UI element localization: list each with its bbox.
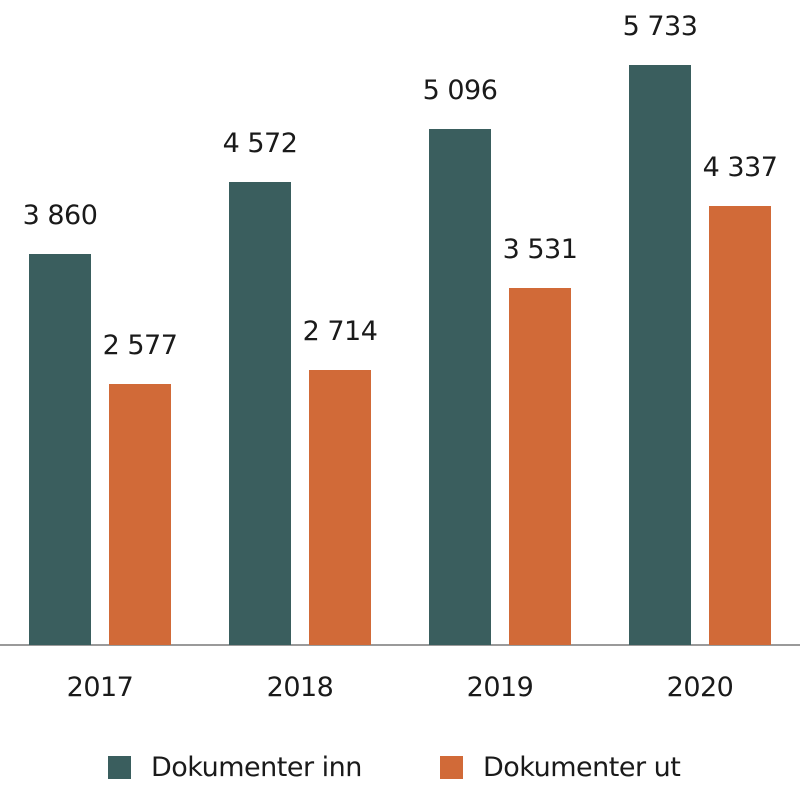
bar-inn-2018: [229, 182, 291, 645]
value-label-ut-2020: 4 337: [702, 152, 778, 183]
legend-item-ut: Dokumenter ut: [440, 752, 681, 783]
legend-label-inn: Dokumenter inn: [151, 752, 362, 783]
x-tick-label-2018: 2018: [266, 672, 334, 703]
legend-swatch-ut: [440, 756, 463, 779]
x-axis-line: [0, 644, 800, 646]
value-label-ut-2018: 2 714: [302, 316, 378, 347]
legend-label-ut: Dokumenter ut: [483, 752, 681, 783]
bar-ut-2019: [509, 288, 571, 645]
bar-inn-2019: [429, 129, 491, 645]
value-label-inn-2018: 4 572: [222, 128, 298, 159]
bar-inn-2020: [629, 65, 691, 645]
value-label-ut-2017: 2 577: [102, 330, 178, 361]
x-tick-label-2019: 2019: [466, 672, 534, 703]
bar-inn-2017: [29, 254, 91, 645]
value-label-inn-2020: 5 733: [622, 11, 698, 42]
legend-swatch-inn: [108, 756, 131, 779]
x-tick-label-2020: 2020: [666, 672, 734, 703]
bar-ut-2018: [309, 370, 371, 645]
x-tick-label-2017: 2017: [66, 672, 134, 703]
legend-item-inn: Dokumenter inn: [108, 752, 362, 783]
bar-ut-2017: [109, 384, 171, 645]
value-label-inn-2017: 3 860: [22, 200, 98, 231]
bar-ut-2020: [709, 206, 771, 645]
value-label-inn-2019: 5 096: [422, 75, 498, 106]
value-label-ut-2019: 3 531: [502, 234, 578, 265]
